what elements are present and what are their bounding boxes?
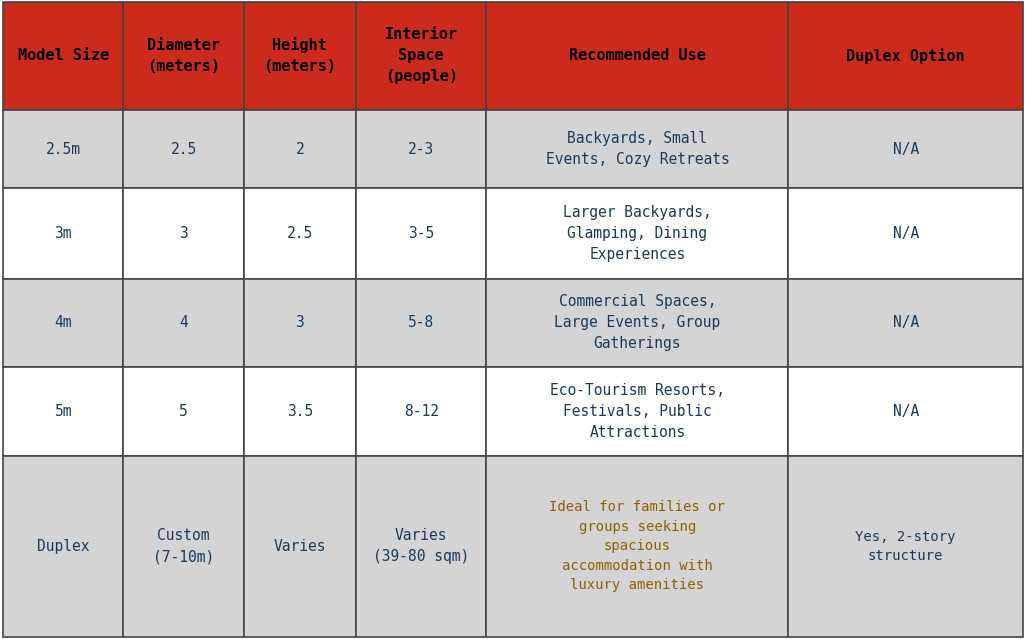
Bar	[486, 367, 788, 456]
Bar	[3, 2, 123, 110]
Bar	[123, 367, 244, 456]
Text: Model Size: Model Size	[17, 49, 109, 63]
Text: Commercial Spaces,
Large Events, Group
Gatherings: Commercial Spaces, Large Events, Group G…	[554, 295, 720, 351]
Bar	[244, 188, 356, 279]
Bar	[244, 279, 356, 367]
Bar	[788, 279, 1023, 367]
Text: Height
(meters): Height (meters)	[264, 38, 337, 75]
Text: Eco-Tourism Resorts,
Festivals, Public
Attractions: Eco-Tourism Resorts, Festivals, Public A…	[550, 383, 725, 440]
Bar	[3, 279, 123, 367]
Bar	[3, 110, 123, 188]
Bar	[486, 456, 788, 637]
Bar	[356, 367, 486, 456]
Text: Duplex Option: Duplex Option	[846, 48, 964, 64]
Bar	[244, 367, 356, 456]
Text: Varies: Varies	[274, 539, 326, 554]
Text: Duplex: Duplex	[37, 539, 89, 554]
Text: Yes, 2-story
structure: Yes, 2-story structure	[856, 530, 956, 563]
Text: Larger Backyards,
Glamping, Dining
Experiences: Larger Backyards, Glamping, Dining Exper…	[563, 205, 712, 262]
Text: Varies
(39-80 sqm): Varies (39-80 sqm)	[373, 528, 469, 564]
Text: 2.5: 2.5	[170, 141, 197, 157]
Text: 2.5: 2.5	[286, 226, 313, 241]
Text: Interior
Space
(people): Interior Space (people)	[385, 27, 458, 84]
Text: 3: 3	[180, 226, 188, 241]
Text: 5m: 5m	[54, 404, 72, 419]
Bar	[244, 456, 356, 637]
Text: N/A: N/A	[893, 141, 918, 157]
Bar	[788, 188, 1023, 279]
Text: 4m: 4m	[54, 316, 72, 330]
Bar	[356, 279, 486, 367]
Bar	[356, 110, 486, 188]
Text: 2: 2	[295, 141, 305, 157]
Bar	[123, 456, 244, 637]
Bar	[3, 367, 123, 456]
Bar	[3, 456, 123, 637]
Bar	[244, 2, 356, 110]
Text: 8-12: 8-12	[403, 404, 439, 419]
Bar	[486, 279, 788, 367]
Text: Ideal for families or
groups seeking
spacious
accommodation with
luxury amenitie: Ideal for families or groups seeking spa…	[550, 500, 725, 592]
Text: Backyards, Small
Events, Cozy Retreats: Backyards, Small Events, Cozy Retreats	[546, 131, 729, 167]
Text: 2.5m: 2.5m	[46, 141, 81, 157]
Bar	[356, 2, 486, 110]
Bar	[356, 456, 486, 637]
Text: 3.5: 3.5	[286, 404, 313, 419]
Bar	[788, 367, 1023, 456]
Text: N/A: N/A	[893, 226, 918, 241]
Text: 3: 3	[295, 316, 305, 330]
Bar	[486, 2, 788, 110]
Text: N/A: N/A	[893, 316, 918, 330]
Text: N/A: N/A	[893, 404, 918, 419]
Bar	[486, 188, 788, 279]
Text: 5-8: 5-8	[408, 316, 434, 330]
Bar	[788, 456, 1023, 637]
Text: Custom
(7-10m): Custom (7-10m)	[153, 528, 214, 564]
Text: Diameter
(meters): Diameter (meters)	[147, 38, 221, 74]
Text: Recommended Use: Recommended Use	[569, 49, 706, 63]
Bar	[244, 110, 356, 188]
Text: 4: 4	[180, 316, 188, 330]
Bar	[486, 110, 788, 188]
Bar	[3, 188, 123, 279]
Bar	[123, 279, 244, 367]
Bar	[123, 188, 244, 279]
Text: 3-5: 3-5	[408, 226, 434, 241]
Text: 5: 5	[180, 404, 188, 419]
Bar	[788, 110, 1023, 188]
Text: 3m: 3m	[54, 226, 72, 241]
Bar	[356, 188, 486, 279]
Bar	[123, 110, 244, 188]
Bar	[788, 2, 1023, 110]
Bar	[123, 2, 244, 110]
Text: 2-3: 2-3	[408, 141, 434, 157]
